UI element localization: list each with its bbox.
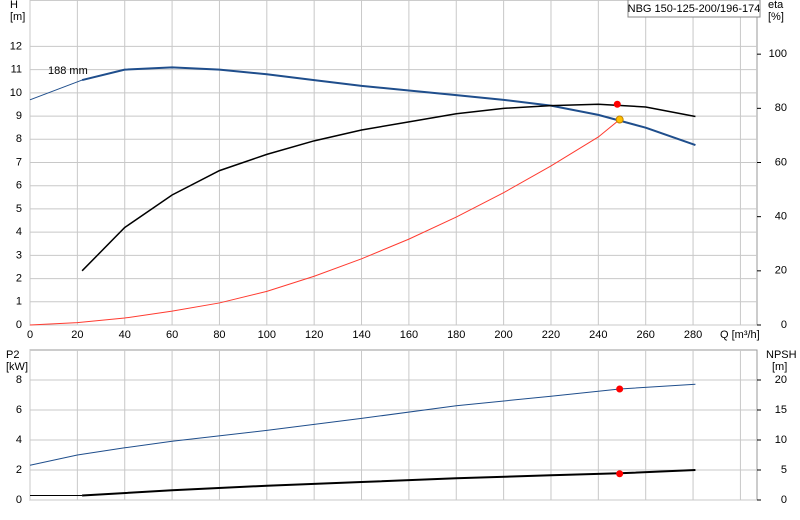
y2-tick-label: 10 [775, 434, 787, 446]
title-box [627, 0, 761, 18]
y-tick-label: 12 [10, 40, 22, 52]
y2-label: NPSH [766, 349, 797, 361]
x-tick-label: 260 [637, 329, 655, 341]
data-line [81, 66, 696, 147]
y-unit: [m] [10, 11, 25, 23]
x-tick-label: 240 [589, 329, 607, 341]
y2-tick-label: 5 [781, 464, 787, 476]
y-tick-label: 3 [16, 249, 22, 261]
x-tick-label: 280 [684, 329, 702, 341]
y-tick-label: 1 [16, 296, 22, 308]
y-tick-label: 11 [11, 64, 22, 76]
y-tick-label: 5 [16, 203, 22, 215]
y-tick-label: 6 [16, 180, 22, 192]
panel: 0 2 4 6 8 0 5 10 15 20 [16, 349, 787, 506]
y-tick-label: 4 [16, 226, 22, 238]
data-point [613, 100, 621, 108]
y2-tick-label: 80 [775, 102, 787, 114]
x-tick-label: 100 [258, 329, 276, 341]
data-point [616, 470, 624, 478]
y-tick-label: 7 [16, 156, 22, 168]
x-tick-label: 20 [71, 329, 83, 341]
x-label: Q [m³/h] [720, 329, 760, 341]
y-tick-label: 2 [16, 464, 22, 476]
data-line [29, 119, 620, 326]
x-tick-label: 220 [542, 329, 560, 341]
data-line [81, 103, 696, 272]
data-point [615, 115, 624, 124]
y-tick-label: 8 [16, 374, 22, 386]
y2-tick-label: 0 [781, 494, 787, 506]
plots: 0 20 40 60 80 100 120 140 160 180 200 220 240 260 2800… [10, 0, 787, 506]
y-tick-label: 4 [16, 434, 22, 446]
y2-tick-label: 100 [769, 48, 787, 60]
annotation: 188 mm [48, 65, 88, 77]
x-tick-label: 40 [119, 329, 131, 341]
x-tick-label: 140 [352, 329, 370, 341]
y-unit: [kW] [6, 361, 28, 373]
y2-unit: [m] [772, 361, 787, 373]
y-tick-label: 0 [16, 319, 22, 331]
y-tick-label: 6 [16, 404, 22, 416]
x-tick-label: 60 [166, 329, 178, 341]
y-tick-label: 2 [16, 272, 22, 284]
y-label: H [10, 0, 18, 11]
y2-unit: [%] [768, 11, 784, 23]
x-tick-label: 180 [447, 329, 465, 341]
y-tick-label: 8 [16, 133, 22, 145]
data-line [82, 469, 696, 497]
chart-title: NBG 150-125-200/196-174 [628, 3, 761, 15]
data-line [29, 383, 696, 466]
data-point [616, 385, 624, 393]
x-tick-label: 80 [213, 329, 225, 341]
y2-tick-label: 20 [775, 374, 787, 386]
y2-tick-label: 15 [775, 404, 787, 416]
panel: 0 20 40 60 80 100 120 140 160 180 200 220 240 260 2800… [10, 0, 787, 341]
x-tick-label: 120 [305, 329, 323, 341]
plot-area [29, 349, 758, 501]
y2-label: eta [768, 0, 784, 11]
y-tick-label: 10 [10, 87, 22, 99]
y-tick-label: 9 [16, 110, 22, 122]
y-tick-label: 0 [16, 494, 22, 506]
y2-tick-label: 40 [775, 211, 787, 223]
x-tick-label: 0 [27, 329, 33, 341]
y2-tick-label: 60 [775, 156, 787, 168]
x-tick-label: 200 [494, 329, 512, 341]
y2-tick-label: 20 [775, 265, 787, 277]
data-line [29, 79, 83, 101]
y-label: P2 [6, 349, 19, 361]
x-tick-label: 160 [400, 329, 418, 341]
y2-tick-label: 0 [781, 319, 787, 331]
